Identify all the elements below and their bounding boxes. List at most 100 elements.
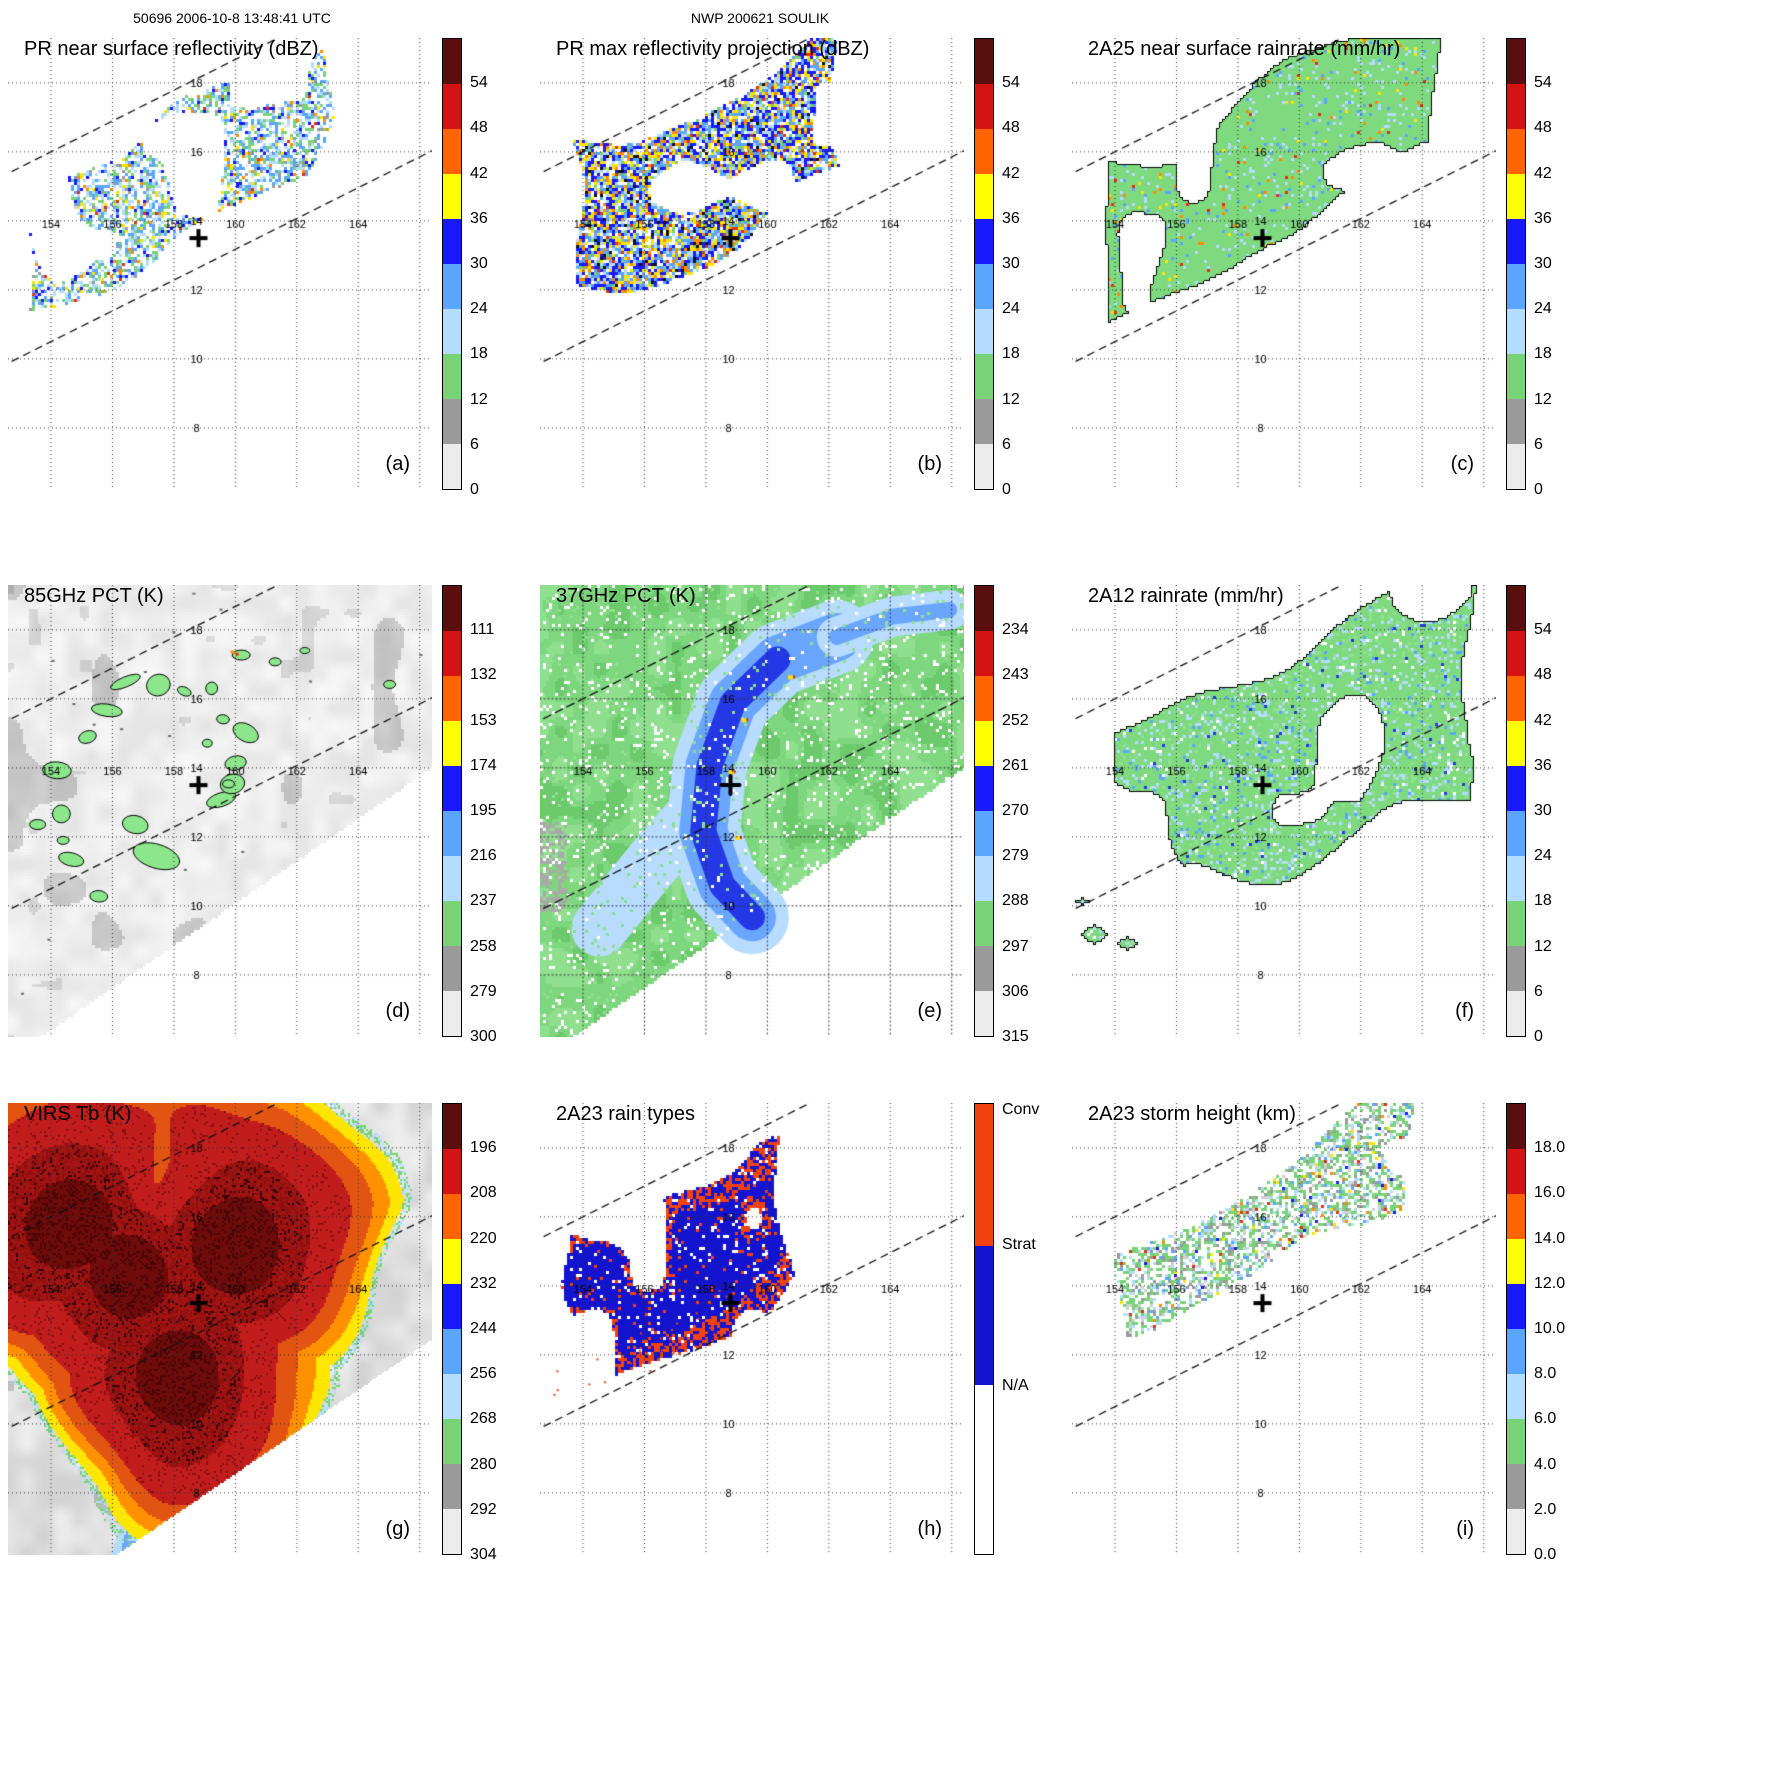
colorbar-tick-label: 174 [470,756,497,774]
panel-h: 2A23 rain types (h) [540,1103,964,1555]
colorbar-segment [1507,264,1525,309]
colorbar-swatches [442,585,462,1037]
panel-letter: (a) [385,453,410,475]
colorbar-category-label: N/A [1002,1376,1029,1394]
colorbar-tick-label: 268 [470,1410,497,1428]
colorbar-tick-label: 12 [1002,390,1020,408]
panel-f: 2A12 rainrate (mm/hr) (f) [1072,585,1496,1037]
panel-title: 2A25 near surface rainrate (mm/hr) [1088,38,1401,60]
colorbar-tick-label: 279 [470,982,497,1000]
colorbar-tick-label: 6 [1002,435,1011,453]
colorbar-tick-label: 153 [470,711,497,729]
colorbar-tick-label: 12 [1534,390,1552,408]
colorbar-segment [443,1509,461,1554]
colorbar-segment [1507,946,1525,991]
panel-i: 2A23 storm height (km) (i) [1072,1103,1496,1555]
colorbar-tick-label: 220 [470,1229,497,1247]
colorbar-tick-label: 195 [470,802,497,819]
colorbar-segment [975,1385,993,1554]
colorbar-tick-label: 10.0 [1534,1320,1566,1337]
panel-letter: (d) [385,1000,410,1022]
colorbar-segment [1507,1464,1525,1509]
map-canvas-a [8,38,432,490]
colorbar-tick-label: 6 [1534,435,1543,453]
colorbar-tick-label: 24 [470,300,488,318]
colorbar-tick-label: 304 [470,1546,497,1563]
colorbar-tick-label: 261 [1002,756,1029,774]
colorbar-a: 54 48 42 36 30 24 18 12 6 0 [442,38,526,498]
colorbar-tick-label: 0 [1534,481,1543,498]
colorbar-segment [443,1284,461,1329]
colorbar-tick-label: 300 [470,1028,497,1045]
colorbar-segment [1507,1509,1525,1554]
colorbar-c: 54 48 42 36 30 24 18 12 6 0 [1506,38,1590,498]
colorbar-tick-label: 54 [470,74,488,92]
colorbar-swatches [974,585,994,1037]
colorbar-segment [443,721,461,766]
panel-e: 37GHz PCT (K) (e) [540,585,964,1037]
colorbar-tick-label: 30 [470,255,488,272]
colorbar-segment [443,1374,461,1419]
panel-title: 2A12 rainrate (mm/hr) [1088,585,1284,607]
colorbar-f: 54 48 42 36 30 24 18 12 6 0 [1506,585,1590,1045]
colorbar-segment [1507,84,1525,129]
colorbar-i: 18.0 16.0 14.0 12.0 10.0 8.0 6.0 4.0 2.0 0.0 [1506,1103,1590,1563]
colorbar-segment [443,991,461,1036]
colorbar-swatches [1506,38,1526,490]
panel-b: PR max reflectivity projection (dBZ) (b) [540,38,964,490]
colorbar-segment [1507,354,1525,399]
colorbar-segment [443,1419,461,1464]
colorbar-segment [975,991,993,1036]
panel-c: 2A25 near surface rainrate (mm/hr) (c) [1072,38,1496,490]
colorbar-tick-label: 54 [1534,621,1552,639]
colorbar-segment [443,1329,461,1374]
panel-title: VIRS Tb (K) [24,1103,132,1125]
colorbar-tick-label: 12 [470,390,488,408]
map-canvas-d [8,585,432,1037]
colorbar-segment [1507,219,1525,264]
colorbar-tick-label: 48 [1534,119,1552,137]
colorbar-h: Conv Strat N/A [974,1101,1058,1555]
colorbar-tick-label: 48 [1002,119,1020,137]
colorbar-segment [975,856,993,901]
colorbar-category-label: Strat [1002,1236,1036,1254]
colorbar-tick-label: 48 [470,119,488,137]
panel-title: 2A23 storm height (km) [1088,1103,1296,1125]
colorbar-segment [1507,399,1525,444]
colorbar-segment [443,1239,461,1284]
colorbar-segment [443,856,461,901]
colorbar-tick-label: 315 [1002,1028,1029,1045]
colorbar-tick-label: 2.0 [1534,1500,1557,1518]
panel-letter: (g) [385,1518,410,1540]
colorbar-segment [443,84,461,129]
colorbar-segment [443,901,461,946]
colorbar-segment [1507,991,1525,1036]
colorbar-tick-label: 18 [1002,345,1020,363]
map-canvas-c [1072,38,1496,490]
colorbar-segment [1507,811,1525,856]
colorbar-tick-label: 54 [1002,74,1020,92]
colorbar-swatches [974,1103,994,1555]
colorbar-tick-label: 30 [1002,255,1020,272]
panel-g: VIRS Tb (K) (g) [8,1103,432,1555]
map-canvas-e [540,585,964,1037]
colorbar-segment [443,444,461,489]
colorbar-segment [443,399,461,444]
colorbar-segment [975,444,993,489]
map-canvas-g [8,1103,432,1555]
colorbar-tick-label: 252 [1002,711,1029,729]
colorbar-segment [975,129,993,174]
colorbar-tick-label: 30 [1534,255,1552,272]
panel-title: PR max reflectivity projection (dBZ) [556,38,870,60]
colorbar-segment [443,309,461,354]
colorbar-segment [443,174,461,219]
colorbar-tick-label: 216 [470,847,497,865]
colorbar-segment [443,586,461,631]
colorbar-tick-label: 30 [1534,802,1552,819]
colorbar-segment [1507,1419,1525,1464]
colorbar-segment [1507,1374,1525,1419]
panel-letter: (e) [917,1000,942,1022]
colorbar-tick-label: 258 [470,937,497,955]
map-canvas-b [540,38,964,490]
